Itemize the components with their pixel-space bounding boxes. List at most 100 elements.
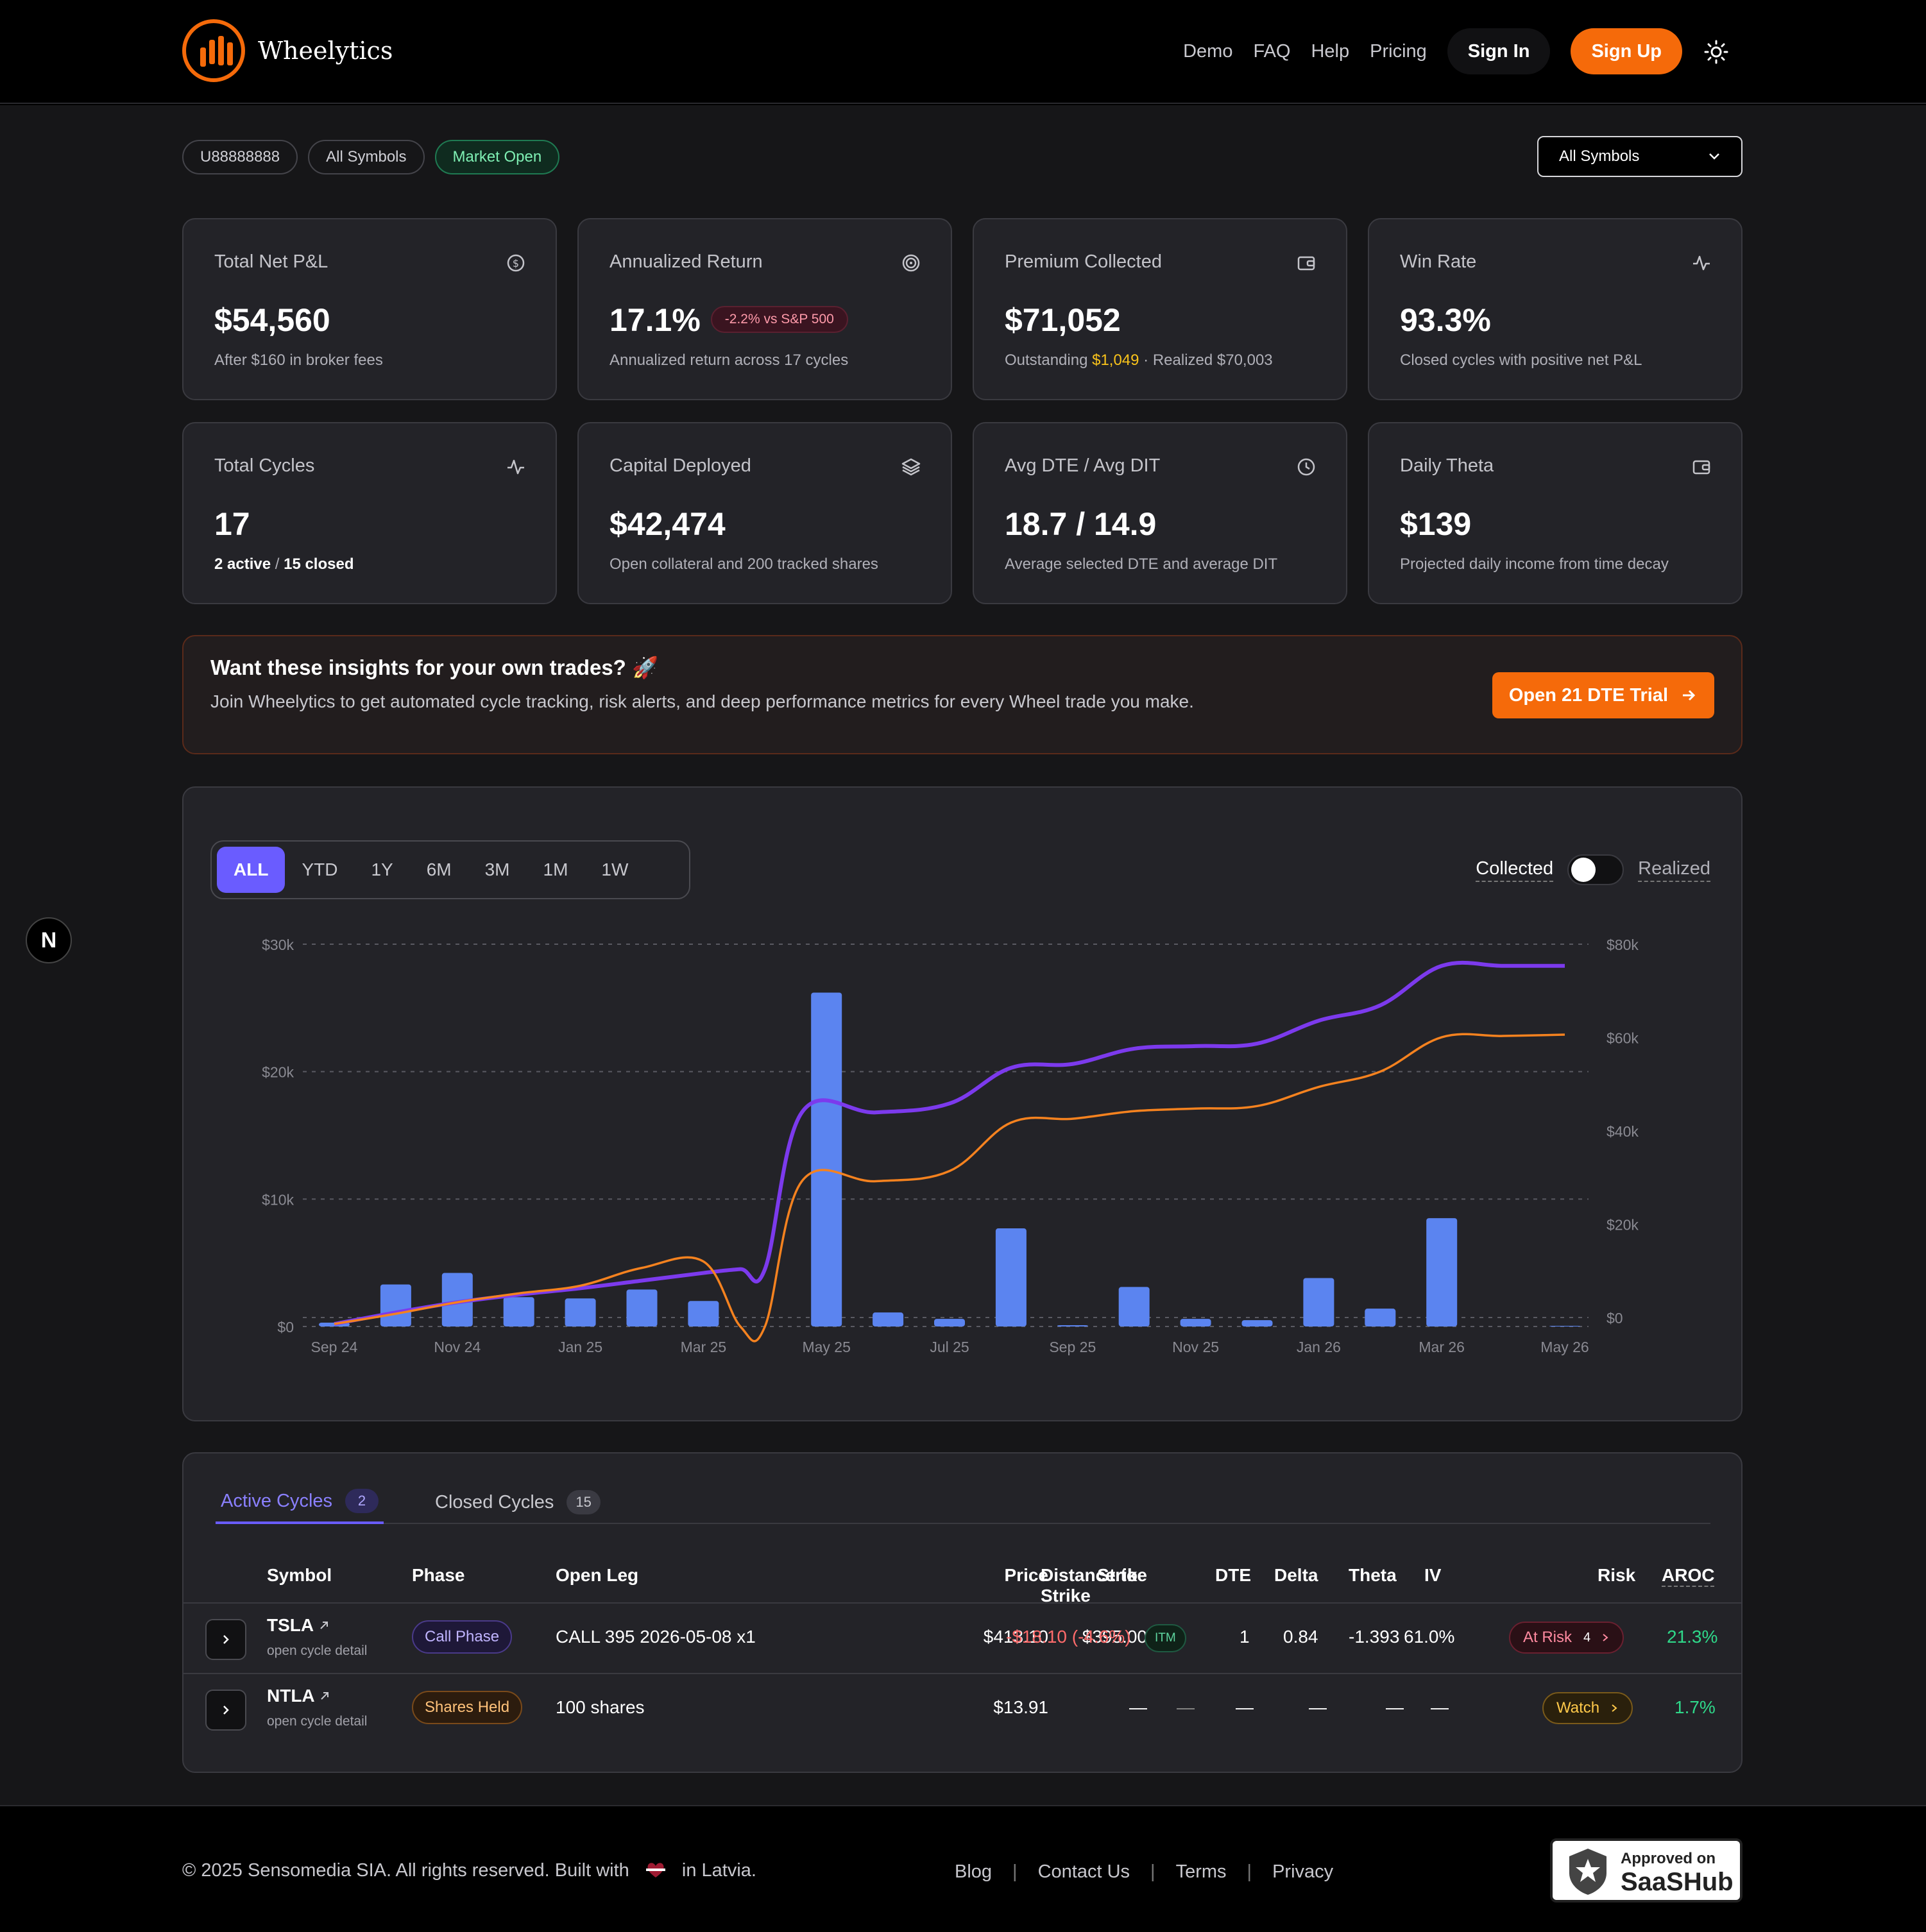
x-tick-label: Mar 26: [1419, 1339, 1465, 1355]
nav-pricing[interactable]: Pricing: [1370, 40, 1427, 62]
bar-mark: [565, 1298, 596, 1326]
nav-demo[interactable]: Demo: [1183, 40, 1233, 62]
cycles-tabs: Active Cycles 2 Closed Cycles 15: [216, 1480, 1710, 1524]
bar-mark: [1426, 1218, 1458, 1326]
expand-row-button[interactable]: [205, 1690, 246, 1731]
range-1y[interactable]: 1Y: [371, 860, 393, 879]
candlestick-logo-icon: [182, 19, 245, 82]
col-iv[interactable]: IV: [1424, 1565, 1442, 1585]
dashboard-page: U88888888 All Symbols Market Open All Sy…: [0, 105, 1926, 1805]
col-distance[interactable]: Distance to Strike: [1041, 1565, 1138, 1606]
delta: 0.84: [1283, 1627, 1318, 1647]
open-trial-button[interactable]: Open 21 DTE Trial: [1492, 672, 1714, 718]
footer-link-terms[interactable]: Terms: [1175, 1861, 1227, 1882]
kpi-value: 93.3%: [1400, 302, 1491, 338]
range-ytd[interactable]: YTD: [302, 860, 338, 879]
toggle-realized-label[interactable]: Realized: [1638, 858, 1710, 882]
arrow-right-icon: [1683, 690, 1696, 701]
orange-line-series: [334, 1033, 1565, 1343]
collected-realized-switch[interactable]: [1567, 854, 1624, 885]
table-row[interactable]: NTLA open cycle detail Shares Held 100 s…: [183, 1673, 1741, 1743]
range-3m[interactable]: 3M: [484, 860, 510, 879]
symbol-select[interactable]: All Symbols: [1537, 136, 1743, 177]
symbols-chip[interactable]: All Symbols: [308, 140, 425, 174]
col-open-leg[interactable]: Open Leg: [556, 1565, 639, 1585]
x-tick-label: May 26: [1540, 1339, 1589, 1355]
x-tick-label: Nov 24: [434, 1339, 481, 1355]
activity-icon: [507, 459, 524, 475]
col-risk[interactable]: Risk: [1598, 1565, 1636, 1585]
range-all[interactable]: ALL: [217, 847, 285, 893]
chevron-right-icon: [223, 1635, 229, 1644]
account-chip[interactable]: U88888888: [182, 140, 298, 174]
kpi-sub: 2 active / 15 closed: [214, 555, 354, 573]
col-symbol[interactable]: Symbol: [267, 1565, 332, 1585]
sign-up-button[interactable]: Sign Up: [1571, 28, 1682, 74]
dte: 1: [1240, 1627, 1250, 1647]
risk-badge[interactable]: At Risk 4: [1509, 1622, 1624, 1654]
footer-link-blog[interactable]: Blog: [955, 1861, 993, 1882]
activity-icon: [1693, 255, 1710, 271]
cycles-table-card: Active Cycles 2 Closed Cycles 15 Symbol …: [182, 1452, 1743, 1773]
range-6m[interactable]: 6M: [426, 860, 452, 879]
col-dte[interactable]: DTE: [1215, 1565, 1251, 1585]
open-leg: 100 shares: [556, 1697, 645, 1717]
delta: —: [1309, 1697, 1327, 1717]
brand-name: Wheelytics: [258, 37, 393, 65]
kpi-title: Premium Collected: [1005, 251, 1162, 272]
cta-body: Join Wheelytics to get automated cycle t…: [210, 691, 1194, 711]
nav-help[interactable]: Help: [1311, 40, 1350, 62]
theta: —: [1386, 1697, 1404, 1717]
footer-link-privacy[interactable]: Privacy: [1272, 1861, 1334, 1882]
expand-row-button[interactable]: [205, 1619, 246, 1660]
col-strike[interactable]: Strike: [1097, 1565, 1147, 1585]
kpi-title: Win Rate: [1400, 251, 1477, 272]
range-1m[interactable]: 1M: [543, 860, 568, 879]
sign-in-button[interactable]: Sign In: [1447, 28, 1551, 74]
saashub-badge[interactable]: Approved on SaaSHub: [1550, 1838, 1743, 1902]
col-phase[interactable]: Phase: [412, 1565, 465, 1585]
kpi-total-net-pnl: Total Net P&L $ $54,560 After $160 in br…: [182, 218, 557, 400]
cta-heading: Want these insights for your own trades?…: [210, 656, 659, 679]
tab-active-cycles[interactable]: Active Cycles 2: [216, 1480, 384, 1524]
range-1w[interactable]: 1W: [601, 860, 629, 879]
col-price[interactable]: Price: [1004, 1565, 1049, 1585]
saashub-top: Approved on: [1621, 1850, 1716, 1867]
sun-theme-icon[interactable]: [1704, 40, 1728, 64]
tab-closed-cycles[interactable]: Closed Cycles 15: [430, 1480, 606, 1524]
table-row[interactable]: TSLA open cycle detail Call Phase CALL 3…: [183, 1602, 1741, 1673]
risk-badge[interactable]: Watch: [1542, 1692, 1633, 1724]
itm-badge: ITM: [1145, 1624, 1186, 1652]
separator: |: [1012, 1861, 1018, 1882]
dollar-circle-icon: $: [507, 254, 525, 272]
kpi-value: 17.1% -2.2% vs S&P 500: [609, 301, 848, 339]
symbol-link[interactable]: NTLA: [267, 1686, 330, 1706]
realized-text: · Realized $70,003: [1139, 352, 1273, 369]
toggle-collected-label[interactable]: Collected: [1476, 858, 1554, 882]
symbol-text: TSLA: [267, 1615, 314, 1635]
kpi-sub: After $160 in broker fees: [214, 352, 383, 369]
market-status-chip: Market Open: [434, 140, 560, 174]
iv: —: [1431, 1697, 1449, 1717]
col-delta[interactable]: Delta: [1274, 1565, 1318, 1585]
floating-n-badge[interactable]: N: [26, 917, 72, 963]
symbol-link[interactable]: TSLA: [267, 1615, 330, 1636]
kpi-value: $71,052: [1005, 302, 1121, 338]
y-left-tick-label: $0: [277, 1319, 294, 1335]
target-icon: [902, 254, 920, 272]
x-tick-label: Sep 25: [1049, 1339, 1096, 1355]
kpi-premium-collected: Premium Collected $71,052 Outstanding $1…: [973, 218, 1347, 400]
kpi-value: $54,560: [214, 302, 330, 338]
y-right-tick-label: $80k: [1606, 936, 1639, 953]
brand-logo[interactable]: Wheelytics: [182, 19, 393, 82]
symbol-sub: open cycle detail: [267, 1714, 368, 1729]
col-aroc[interactable]: AROC: [1662, 1565, 1715, 1587]
separator: |: [1247, 1861, 1252, 1882]
open-trial-label: Open 21 DTE Trial: [1508, 684, 1668, 706]
footer-link-contact[interactable]: Contact Us: [1037, 1861, 1130, 1882]
outstanding-label: Outstanding: [1005, 352, 1093, 369]
y-right-tick-label: $40k: [1606, 1123, 1639, 1140]
col-theta[interactable]: Theta: [1349, 1565, 1397, 1585]
nav-faq[interactable]: FAQ: [1253, 40, 1291, 62]
wallet-icon: [1297, 256, 1315, 271]
